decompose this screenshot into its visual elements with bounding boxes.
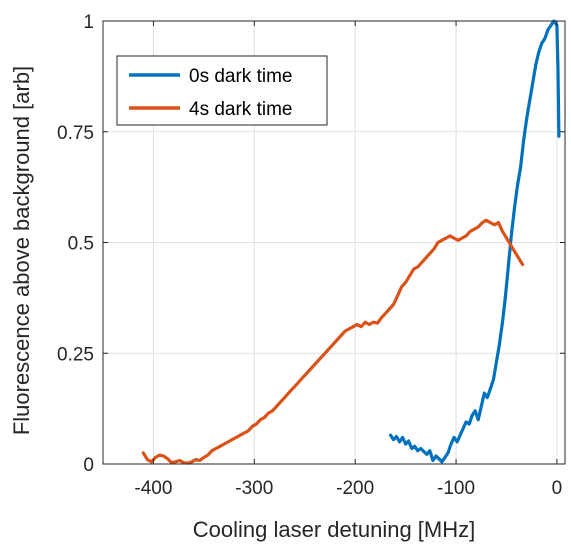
y-tick-label: 0.5 — [68, 234, 94, 255]
y-axis-label: Fluorescence above background [arb] — [9, 66, 34, 435]
y-tick-label: 0.25 — [57, 344, 94, 365]
y-tick-label: 0 — [83, 455, 94, 476]
x-tick-label: -400 — [134, 478, 172, 499]
legend: 0s dark time 4s dark time — [116, 55, 328, 126]
series-line-2 — [141, 218, 525, 465]
legend-entry-label: 4s dark time — [189, 99, 292, 120]
tick-labels: -400 -300 -200 -100 0 0 0.25 0.5 0.75 1 — [57, 12, 562, 499]
plot-frame — [102, 20, 566, 465]
y-tick-label: 0.75 — [57, 123, 94, 144]
x-tick-label: -300 — [235, 478, 273, 499]
legend-entry-label: 0s dark time — [189, 66, 292, 87]
legend-box — [116, 55, 328, 126]
x-axis-label: Cooling laser detuning [MHz] — [193, 517, 475, 542]
x-tick-label: -200 — [336, 478, 374, 499]
axes — [102, 20, 566, 465]
x-tick-label: -100 — [437, 478, 475, 499]
y-tick-label: 1 — [83, 12, 94, 33]
series-lines — [141, 19, 561, 465]
x-tick-label: 0 — [552, 478, 563, 499]
series-line-1 — [388, 19, 561, 464]
